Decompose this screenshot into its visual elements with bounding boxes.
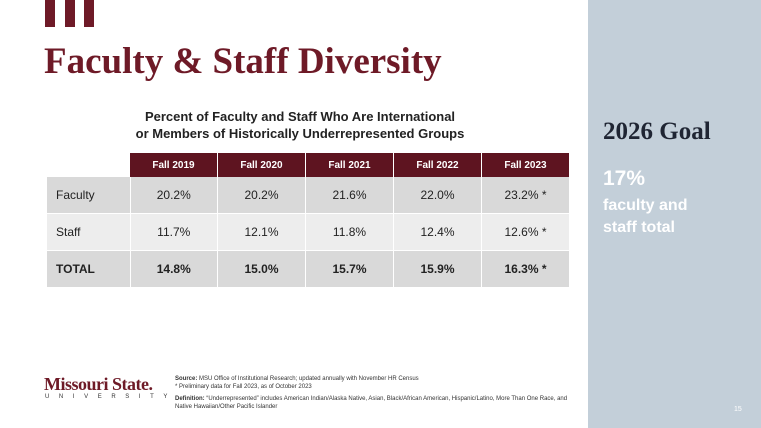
row-label: TOTAL (47, 250, 131, 288)
table-cell: 15.7% (305, 250, 394, 288)
table-row: Faculty 20.2% 20.2% 21.6% 22.0% 23.2% * (47, 177, 570, 214)
table-cell: 12.1% (217, 213, 306, 251)
table-cell: 12.4% (393, 213, 482, 251)
row-label: Faculty (47, 177, 131, 214)
logo-bar (45, 0, 55, 27)
source-label: Source: (175, 376, 198, 382)
logo-bar (84, 0, 94, 27)
logo-name: Missouri State. (44, 374, 153, 394)
column-header: Fall 2020 (217, 153, 306, 177)
logo-sub: UNIVERSITY (45, 394, 178, 400)
table-cell: 20.2% (130, 177, 218, 214)
table-cell: 11.7% (130, 213, 218, 251)
table-cell: 15.0% (217, 250, 306, 288)
table-cell: 14.8% (130, 250, 218, 288)
page-number: 15 (734, 406, 742, 413)
corner-cell (47, 153, 130, 177)
definition-label: Definition: (175, 395, 205, 402)
table-cell: 16.3% * (481, 250, 570, 288)
table-cell: 21.6% (305, 177, 394, 214)
column-header: Fall 2022 (393, 153, 482, 177)
table-cell: 20.2% (217, 177, 306, 214)
preliminary-note: * Preliminary data for Fall 2023, as of … (175, 384, 312, 391)
table-cell: 11.8% (305, 213, 394, 251)
goal-title: 2026 Goal (603, 118, 711, 145)
table-cell: 23.2% * (481, 177, 570, 214)
table-row: TOTAL 14.8% 15.0% 15.7% 15.9% 16.3% * (47, 250, 570, 288)
definition-note: Definition: “Underrepresented” includes … (175, 395, 575, 412)
table-cell: 12.6% * (481, 213, 570, 251)
logo-bar (65, 0, 75, 27)
table-title: or Members of Historically Underrepresen… (135, 126, 465, 141)
table-cell: 15.9% (393, 250, 482, 288)
table-row: Staff 11.7% 12.1% 11.8% 12.4% 12.6% * (47, 213, 570, 251)
source-note: Source: MSU Office of Institutional Rese… (175, 375, 575, 383)
column-header: Fall 2019 (130, 153, 218, 177)
column-header: Fall 2021 (305, 153, 394, 177)
goal-text: staff total (603, 219, 675, 236)
source-text: MSU Office of Institutional Research; up… (199, 376, 419, 382)
definition-text: “Underrepresented” includes American Ind… (175, 395, 568, 411)
data-table: Fall 2019 Fall 2020 Fall 2021 Fall 2022 Fall… (47, 153, 570, 288)
column-header: Fall 2023 (481, 153, 570, 177)
header-row: Fall 2019 Fall 2020 Fall 2021 Fall 2022 Fall… (47, 153, 570, 177)
table-cell: 22.0% (393, 177, 482, 214)
goal-text: faculty and (603, 197, 688, 214)
notes: Source: MSU Office of Institutional Rese… (175, 375, 575, 412)
row-label: Staff (47, 213, 131, 251)
side-panel (588, 0, 761, 428)
slide-title: Faculty & Staff Diversity (44, 41, 442, 82)
goal-value: 17% (603, 167, 646, 190)
table-title: Percent of Faculty and Staff Who Are Int… (144, 109, 456, 124)
